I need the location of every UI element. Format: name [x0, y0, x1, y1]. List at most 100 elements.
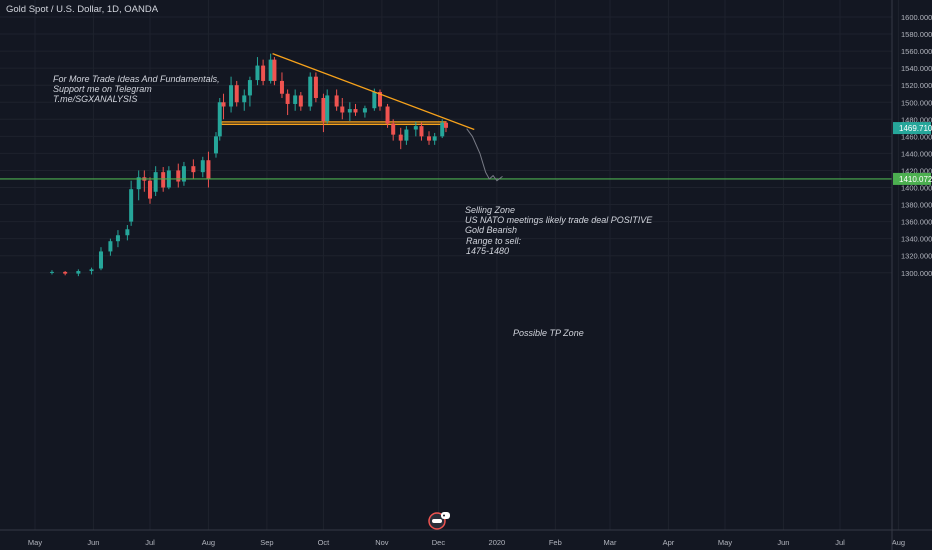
candle — [362, 105, 367, 118]
x-tick-label: Oct — [318, 538, 331, 547]
x-tick-label: Aug — [202, 538, 215, 547]
candle-body — [247, 80, 252, 96]
candle — [378, 89, 382, 111]
candle-body — [385, 106, 390, 124]
price-label-badge: 1469.710 — [893, 122, 932, 135]
descending-trendline — [272, 53, 475, 131]
candle — [255, 57, 260, 86]
candle-body — [242, 95, 247, 103]
y-tick-label: 1460.000 — [901, 132, 932, 141]
candle — [279, 72, 284, 98]
candle-body — [285, 93, 290, 104]
y-tick-label: 1520.000 — [901, 81, 932, 90]
candle — [247, 76, 252, 107]
selling-zone-box — [221, 121, 447, 126]
candle — [398, 127, 403, 150]
candle — [242, 89, 247, 111]
candle-body — [255, 65, 260, 81]
range-note: Range to sell: 1475-1480 — [466, 236, 521, 256]
promo-line: T.me/SGXANALYSIS — [53, 94, 138, 104]
candle-body — [293, 95, 298, 104]
candle-body — [391, 123, 396, 135]
y-tick-label: 1480.000 — [901, 115, 932, 124]
candle-body — [63, 271, 68, 274]
candle — [347, 102, 352, 122]
candle — [334, 89, 339, 111]
candle — [443, 121, 448, 133]
candle-body — [404, 129, 409, 141]
candle — [176, 163, 181, 188]
candle — [153, 166, 158, 197]
range-line: Range to sell: — [466, 236, 522, 246]
candle-body — [217, 102, 222, 137]
y-tick-label: 1580.000 — [901, 30, 932, 39]
candle-body — [398, 134, 403, 141]
tp-zone-note: Possible TP Zone — [513, 328, 584, 338]
candle-body — [427, 136, 432, 141]
candle — [419, 122, 424, 141]
candle — [321, 93, 326, 133]
selling-zone-note: Selling Zone US NATO meetings likely tra… — [465, 205, 652, 235]
candle — [308, 72, 313, 111]
candle — [142, 170, 147, 192]
selling-zone-line: Gold Bearish — [465, 225, 518, 235]
candle — [432, 132, 437, 145]
candle-body — [440, 122, 445, 137]
promo-note: For More Trade Ideas And Fundamentals, S… — [53, 74, 220, 104]
candle — [298, 92, 303, 111]
candle-body — [76, 271, 81, 274]
candle-body — [200, 160, 205, 173]
selling-zone-rect — [221, 121, 447, 126]
chart-title: Gold Spot / U.S. Dollar, 1D, OANDA — [6, 4, 159, 15]
selling-zone-line: US NATO meetings likely trade deal POSIT… — [465, 215, 653, 225]
x-tick-label: Aug — [892, 538, 905, 547]
x-tick-label: Mar — [604, 538, 617, 547]
candle — [63, 271, 68, 276]
candle-body — [261, 65, 266, 81]
x-tick-label: Feb — [549, 538, 562, 547]
price-label-bg — [893, 122, 931, 135]
candle — [125, 225, 130, 241]
selling-zone-line: Selling Zone — [465, 205, 516, 215]
tradingview-badge-icon[interactable] — [427, 510, 451, 530]
candle-body — [334, 95, 339, 107]
candle-body — [229, 85, 234, 107]
candle — [285, 89, 290, 116]
candle — [166, 166, 171, 190]
candle — [108, 238, 113, 256]
candle — [313, 72, 318, 103]
candle-body — [176, 170, 181, 182]
candle — [206, 151, 211, 188]
x-tick-label: Jun — [777, 538, 789, 547]
candle — [213, 132, 218, 158]
candle-body — [136, 177, 141, 190]
candle-body — [313, 76, 318, 98]
candles — [49, 53, 448, 277]
candle-body — [221, 102, 226, 107]
candle-body — [125, 229, 130, 236]
candle — [440, 119, 445, 139]
candle-body — [432, 136, 437, 141]
x-tick-label: May — [718, 538, 732, 547]
candle-body — [108, 241, 113, 252]
candle — [229, 76, 234, 113]
y-tick-label: 1420.000 — [901, 166, 932, 175]
candle-body — [234, 85, 239, 103]
candle-body — [115, 235, 120, 242]
candle-body — [347, 109, 352, 113]
price-label-text: 1469.710 — [899, 124, 932, 133]
candle — [148, 177, 152, 204]
x-tick-label: Jun — [87, 538, 99, 547]
candle-body — [362, 108, 367, 113]
candle-body — [268, 59, 273, 81]
candle — [136, 170, 141, 201]
candle — [200, 156, 205, 178]
candle — [272, 57, 277, 86]
candle-body — [129, 189, 134, 222]
price-label-text: 1410.072 — [899, 175, 932, 184]
candle — [115, 230, 120, 248]
range-line: 1475-1480 — [466, 246, 510, 256]
candle-body — [321, 97, 326, 122]
